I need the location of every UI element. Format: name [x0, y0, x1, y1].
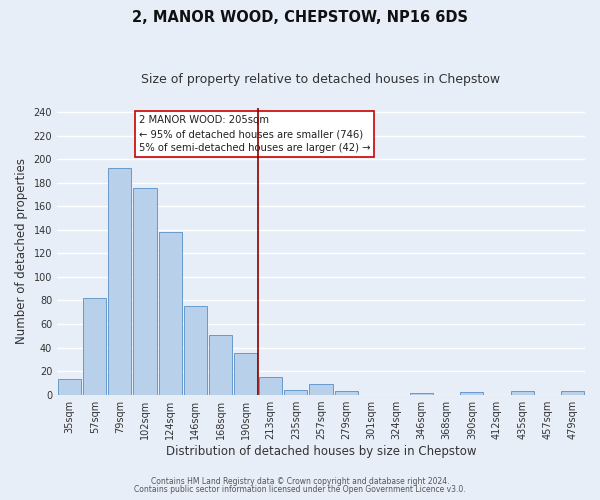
Bar — [460, 392, 484, 394]
X-axis label: Distribution of detached houses by size in Chepstow: Distribution of detached houses by size … — [166, 444, 476, 458]
Bar — [83, 298, 106, 394]
Bar — [310, 384, 332, 394]
Bar — [133, 188, 157, 394]
Text: Contains public sector information licensed under the Open Government Licence v3: Contains public sector information licen… — [134, 485, 466, 494]
Text: 2 MANOR WOOD: 205sqm
← 95% of detached houses are smaller (746)
5% of semi-detac: 2 MANOR WOOD: 205sqm ← 95% of detached h… — [139, 114, 370, 154]
Bar — [58, 380, 81, 394]
Bar — [158, 232, 182, 394]
Text: 2, MANOR WOOD, CHEPSTOW, NP16 6DS: 2, MANOR WOOD, CHEPSTOW, NP16 6DS — [132, 10, 468, 25]
Bar — [109, 168, 131, 394]
Bar — [259, 377, 283, 394]
Y-axis label: Number of detached properties: Number of detached properties — [15, 158, 28, 344]
Bar — [234, 354, 257, 395]
Text: Contains HM Land Registry data © Crown copyright and database right 2024.: Contains HM Land Registry data © Crown c… — [151, 477, 449, 486]
Bar — [335, 391, 358, 394]
Bar — [284, 390, 307, 394]
Bar — [209, 334, 232, 394]
Bar — [511, 391, 534, 394]
Title: Size of property relative to detached houses in Chepstow: Size of property relative to detached ho… — [142, 72, 500, 86]
Bar — [561, 391, 584, 394]
Bar — [184, 306, 207, 394]
